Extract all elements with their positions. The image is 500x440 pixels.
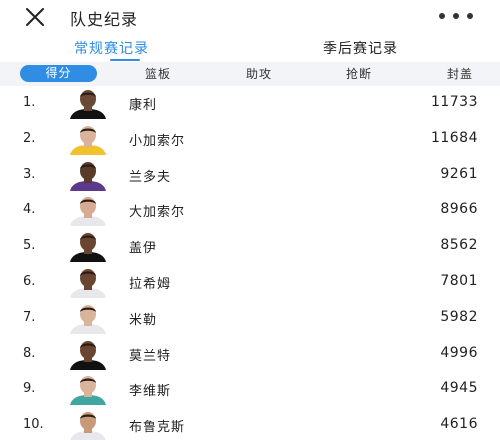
tab-regular-season[interactable]: 常规赛记录 xyxy=(74,41,149,57)
record-value: 11684 xyxy=(430,129,478,146)
rank-number: 9. xyxy=(23,381,36,397)
player-avatar xyxy=(70,269,106,298)
player-name: 莫兰特 xyxy=(129,348,172,364)
rank-number: 7. xyxy=(23,309,36,325)
rank-number: 4. xyxy=(23,202,36,218)
rank-number: 10. xyxy=(23,417,44,433)
record-row[interactable]: 3. 兰多夫 9261 xyxy=(0,158,500,194)
subtab-points[interactable]: 得分 xyxy=(20,65,97,82)
player-avatar xyxy=(70,125,106,155)
rank-number: 3. xyxy=(23,166,36,182)
record-row[interactable]: 5. 盖伊 8562 xyxy=(0,229,500,265)
record-row[interactable]: 2. 小加索尔 11684 xyxy=(0,122,500,158)
record-row[interactable]: 4. 大加索尔 8966 xyxy=(0,193,500,229)
top-bar: 队史纪录 xyxy=(0,0,500,34)
player-name: 康利 xyxy=(129,98,158,113)
record-value: 4996 xyxy=(440,344,478,361)
page-title: 队史纪录 xyxy=(70,10,139,29)
player-avatar xyxy=(70,90,106,119)
record-value: 5982 xyxy=(440,308,478,325)
record-value: 4945 xyxy=(440,380,478,397)
close-icon[interactable] xyxy=(24,6,46,28)
record-row[interactable]: 9. 李维斯 4945 xyxy=(0,372,500,408)
record-value: 9261 xyxy=(440,165,478,182)
rank-number: 1. xyxy=(23,95,36,110)
player-name: 盖伊 xyxy=(129,241,158,257)
player-avatar xyxy=(70,340,106,370)
player-avatar xyxy=(70,161,106,191)
rank-number: 2. xyxy=(23,130,36,146)
more-options-icon[interactable] xyxy=(436,8,476,24)
record-row[interactable]: 6. 拉希姆 7801 xyxy=(0,265,500,301)
record-row[interactable]: 8. 莫兰特 4996 xyxy=(0,337,500,373)
subtab-rebounds[interactable]: 篮板 xyxy=(145,67,172,81)
player-name: 米勒 xyxy=(129,312,158,328)
subtab-steals[interactable]: 抢断 xyxy=(346,67,373,81)
subtab-assists[interactable]: 助攻 xyxy=(246,67,273,81)
rank-number: 8. xyxy=(23,345,36,361)
player-name: 李维斯 xyxy=(129,384,172,400)
record-value: 7801 xyxy=(440,273,478,289)
player-avatar xyxy=(70,376,106,406)
active-tab-indicator xyxy=(110,59,140,61)
record-value: 4616 xyxy=(440,416,478,433)
record-value: 8562 xyxy=(440,237,478,254)
rank-number: 5. xyxy=(23,238,36,254)
player-name: 兰多夫 xyxy=(129,169,172,185)
rank-number: 6. xyxy=(23,274,36,289)
player-name: 大加索尔 xyxy=(129,205,186,221)
record-row[interactable]: 10. 布鲁克斯 4616 xyxy=(0,408,500,440)
player-avatar xyxy=(70,233,106,263)
record-value: 8966 xyxy=(440,201,478,218)
record-row[interactable]: 7. 米勒 5982 xyxy=(0,301,500,337)
player-avatar xyxy=(70,197,106,227)
player-avatar xyxy=(70,412,106,440)
subtab-blocks[interactable]: 封盖 xyxy=(447,67,474,81)
player-avatar xyxy=(70,304,106,334)
stat-category-bar: 得分 篮板 助攻 抢断 封盖 xyxy=(0,62,500,86)
season-tabs: 常规赛记录 季后赛记录 xyxy=(0,34,500,62)
player-name: 小加索尔 xyxy=(129,133,186,149)
tab-playoffs[interactable]: 季后赛记录 xyxy=(323,41,398,57)
record-row[interactable]: 1. 康利 11733 xyxy=(0,86,500,122)
player-name: 布鲁克斯 xyxy=(129,420,186,436)
record-value: 11733 xyxy=(430,94,478,110)
player-name: 拉希姆 xyxy=(129,277,172,292)
